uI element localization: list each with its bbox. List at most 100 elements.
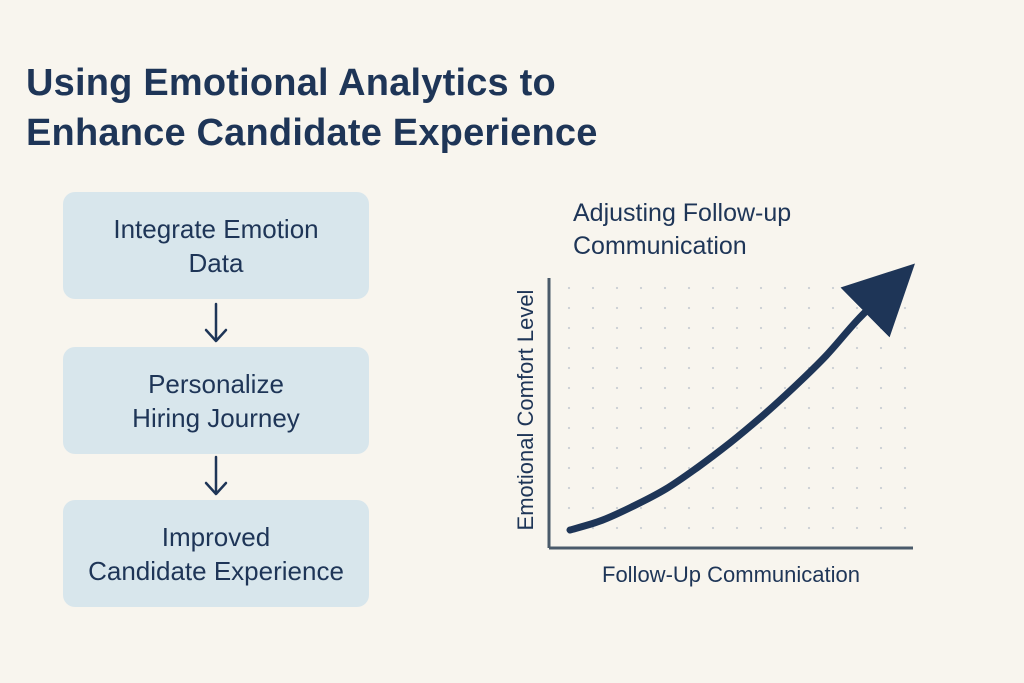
flow-step-personalize-hiring-journey: Personalize Hiring Journey bbox=[63, 347, 369, 454]
grid-dot bbox=[759, 286, 763, 290]
grid-dot bbox=[639, 486, 643, 490]
grid-dot bbox=[591, 326, 595, 330]
grid-dot bbox=[807, 306, 811, 310]
grid-dot bbox=[783, 326, 787, 330]
grid-dot bbox=[663, 326, 667, 330]
grid-dot bbox=[831, 366, 835, 370]
grid-dot bbox=[735, 486, 739, 490]
grid-dot bbox=[687, 386, 691, 390]
grid-dot bbox=[591, 526, 595, 530]
grid-dot bbox=[711, 466, 715, 470]
grid-dot bbox=[591, 486, 595, 490]
grid-dot bbox=[615, 466, 619, 470]
grid-dot bbox=[639, 286, 643, 290]
grid-dot bbox=[711, 386, 715, 390]
grid-dot bbox=[615, 366, 619, 370]
grid-dot bbox=[783, 486, 787, 490]
flow-step-label-line-2: Data bbox=[188, 247, 244, 278]
grid-dot bbox=[735, 406, 739, 410]
grid-dot bbox=[855, 506, 859, 510]
grid-dot bbox=[615, 326, 619, 330]
grid-dot bbox=[903, 386, 907, 390]
grid-dot bbox=[639, 526, 643, 530]
grid-dot bbox=[615, 486, 619, 490]
grid-dot bbox=[687, 426, 691, 430]
grid-dot bbox=[711, 486, 715, 490]
grid-dot bbox=[687, 446, 691, 450]
page-title-line-1: Using Emotional Analytics to bbox=[26, 62, 556, 104]
grid-dot bbox=[807, 506, 811, 510]
grid-dot bbox=[903, 526, 907, 530]
grid-dot bbox=[567, 386, 571, 390]
x-axis-label: Follow-Up Communication bbox=[602, 562, 860, 587]
grid-dot bbox=[855, 426, 859, 430]
grid-dot bbox=[711, 506, 715, 510]
grid-dot bbox=[687, 366, 691, 370]
grid-dot bbox=[567, 366, 571, 370]
grid-dot bbox=[903, 426, 907, 430]
flow-step-label-line-2: Candidate Experience bbox=[88, 555, 344, 586]
grid-dot bbox=[855, 386, 859, 390]
grid-dot bbox=[903, 486, 907, 490]
grid-dot bbox=[663, 346, 667, 350]
grid-dot bbox=[639, 306, 643, 310]
grid-dot bbox=[831, 306, 835, 310]
grid-dot bbox=[639, 326, 643, 330]
grid-dot bbox=[711, 526, 715, 530]
grid-dot bbox=[807, 486, 811, 490]
grid-dot bbox=[855, 486, 859, 490]
grid-dot bbox=[879, 366, 883, 370]
grid-dot bbox=[759, 366, 763, 370]
flow-step-label-line-1: Improved bbox=[161, 521, 271, 552]
grid-dot bbox=[903, 506, 907, 510]
grid-dot bbox=[663, 506, 667, 510]
grid-dot bbox=[783, 506, 787, 510]
grid-dot bbox=[615, 386, 619, 390]
grid-dot bbox=[831, 406, 835, 410]
grid-dot bbox=[855, 306, 859, 310]
flow-step-integrate-emotion-data: Integrate Emotion Data bbox=[63, 192, 369, 299]
grid-dot bbox=[711, 286, 715, 290]
grid-dot bbox=[807, 406, 811, 410]
grid-dot bbox=[759, 486, 763, 490]
grid-dot bbox=[615, 346, 619, 350]
grid-dot bbox=[639, 366, 643, 370]
grid-dot bbox=[639, 346, 643, 350]
grid-dot bbox=[615, 286, 619, 290]
flow-step-label-line-2: Hiring Journey bbox=[132, 402, 300, 433]
grid-dot bbox=[615, 426, 619, 430]
grid-dot bbox=[807, 526, 811, 530]
grid-dot bbox=[711, 406, 715, 410]
grid-dot bbox=[615, 306, 619, 310]
grid-dot bbox=[831, 326, 835, 330]
grid-dot bbox=[759, 406, 763, 410]
grid-dot bbox=[855, 366, 859, 370]
grid-dot bbox=[687, 526, 691, 530]
grid-dot bbox=[879, 426, 883, 430]
grid-dot bbox=[783, 466, 787, 470]
grid-dot bbox=[567, 286, 571, 290]
grid-dot bbox=[903, 366, 907, 370]
grid-dot bbox=[687, 306, 691, 310]
y-axis-label: Emotional Comfort Level bbox=[513, 290, 538, 531]
grid-dot bbox=[591, 426, 595, 430]
grid-dot bbox=[783, 406, 787, 410]
grid-dot bbox=[591, 506, 595, 510]
grid-dot bbox=[879, 306, 883, 310]
grid-dot bbox=[903, 406, 907, 410]
grid-dot bbox=[663, 306, 667, 310]
grid-dot bbox=[855, 326, 859, 330]
grid-dot bbox=[807, 286, 811, 290]
grid-dot bbox=[567, 506, 571, 510]
grid-dot bbox=[591, 366, 595, 370]
grid-dot bbox=[687, 286, 691, 290]
grid-dot bbox=[879, 506, 883, 510]
grid-dot bbox=[711, 366, 715, 370]
grid-dot bbox=[879, 386, 883, 390]
grid-dot bbox=[759, 526, 763, 530]
grid-dot bbox=[663, 386, 667, 390]
grid-dot bbox=[903, 326, 907, 330]
grid-dot bbox=[711, 446, 715, 450]
grid-dot bbox=[759, 386, 763, 390]
grid-dot bbox=[855, 406, 859, 410]
